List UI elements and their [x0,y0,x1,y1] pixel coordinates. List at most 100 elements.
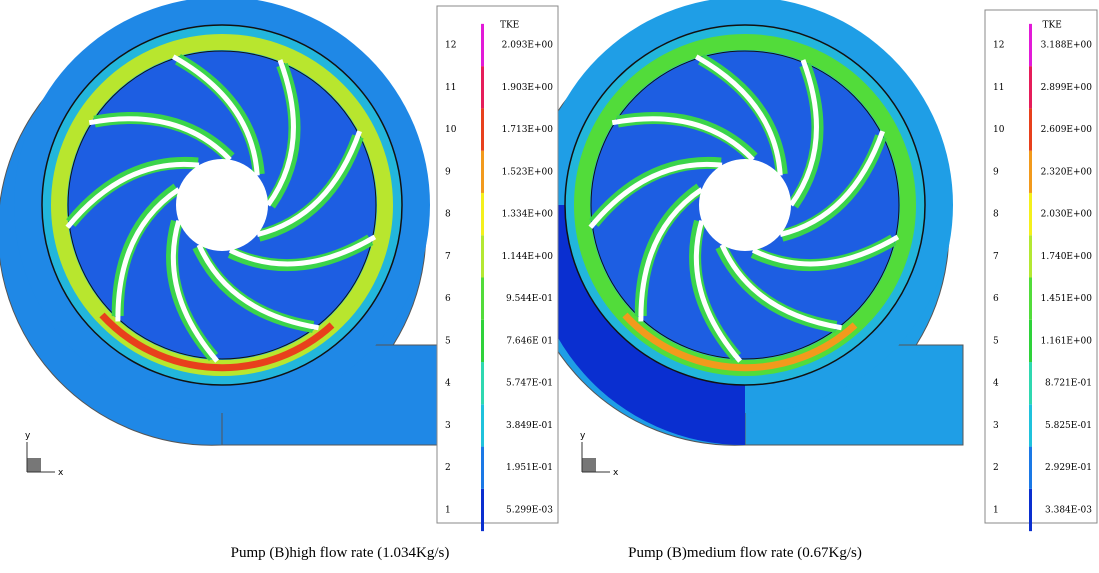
blade-group [65,156,200,229]
legend-level: 10 [993,125,1005,135]
legend-level: 1 [993,506,999,516]
legend-swatch [1029,446,1032,489]
legend-swatch [481,446,484,489]
blade-group [256,130,364,242]
legend-value: 1.334E+00 [502,210,554,220]
legend-level: 10 [445,125,457,135]
blade-group [192,243,319,333]
legend-value: 5.747E-01 [506,379,553,389]
legend-swatch [481,488,484,532]
legend-value: 1.903E+00 [502,83,554,93]
legend-value: 1.951E-01 [506,463,553,473]
legend-level: 12 [993,41,1004,51]
blade [65,161,200,229]
blade [611,116,755,162]
hot-spot [99,312,335,372]
legend-level: 3 [993,421,999,431]
blade-group [166,219,219,363]
legend-level: 2 [445,463,451,473]
caption: Pump (B)medium flow rate (0.67Kg/s) [628,545,862,561]
blade-group [689,219,742,363]
legend-value: 1.144E+00 [502,252,554,262]
legend-level: 5 [993,336,999,346]
legend-swatch [1029,150,1032,193]
legend-value: 1.740E+00 [1041,252,1093,262]
legend-swatch [1029,192,1032,236]
blade [88,116,232,162]
legend-swatch [1029,235,1032,278]
axis-cube [27,458,41,472]
legend-swatch [1029,277,1032,320]
legend-swatch [481,150,484,193]
legend-value: 2.093E+00 [502,41,554,51]
caption: Pump (B)high flow rate (1.034Kg/s) [231,545,450,561]
axis-label: x [613,468,619,478]
legend-level: 4 [993,379,999,389]
legend-value: 1.161E+00 [1041,336,1093,346]
legend-swatch [1029,108,1032,151]
blade [196,243,319,331]
blade-group [88,111,235,163]
legend-level: 9 [445,167,451,177]
axis-label: x [58,468,64,478]
blade [719,243,842,331]
legend-swatch [481,23,484,67]
blade-group [588,156,723,229]
legend-value: 1.523E+00 [502,167,554,177]
legend-swatch [1029,362,1032,405]
blade-group [779,130,887,242]
legend-level: 12 [445,41,456,51]
legend-level: 5 [445,336,451,346]
blade [170,220,219,363]
blade [693,220,742,363]
legend-level: 3 [445,421,451,431]
legend-value: 9.544E-01 [506,294,553,304]
legend-level: 7 [993,252,999,262]
legend-swatch [1029,23,1032,67]
legend-swatch [481,362,484,405]
legend-swatch [481,319,484,363]
legend-level: 6 [993,294,999,304]
legend-level: 2 [993,463,999,473]
legend-level: 7 [445,252,451,262]
axis-label: y [25,431,31,441]
legend-value: 2.899E+00 [1041,83,1093,93]
blade [751,234,900,267]
legend-swatch [1029,319,1032,363]
legend-level: 9 [993,167,999,177]
legend-swatch [1029,66,1032,109]
legend-value: 3.188E+00 [1041,41,1093,51]
legend-level: 11 [993,83,1004,93]
legend-box [984,9,1098,524]
legend-swatch [481,108,484,151]
blade [265,59,296,207]
blade [788,59,819,207]
legend-value: 1.451E+00 [1041,294,1093,304]
legend-title: TKE [500,21,519,31]
axis-cube [582,458,596,472]
legend-level: 8 [993,210,999,220]
legend-value: 5.825E-01 [1045,421,1092,431]
blade [256,130,362,237]
legend-level: 6 [445,294,451,304]
blade-group [694,53,788,176]
blade [228,234,377,267]
blade [171,54,260,176]
legend-value: 2.609E+00 [1041,125,1093,135]
blade-group [265,59,301,209]
blade [638,187,704,322]
legend-value: 7.646E 01 [506,336,553,346]
blade-group [171,53,265,176]
legend-value: 3.849E-01 [506,421,553,431]
legend-swatch [481,277,484,320]
blade [588,161,723,229]
legend-level: 1 [445,506,451,516]
legend-value: 1.713E+00 [502,125,554,135]
axis-label: y [580,431,586,441]
legend-swatch [1029,404,1032,447]
blade [694,54,783,176]
legend-level: 8 [445,210,451,220]
legend-value: 8.721E-01 [1045,379,1092,389]
blade-group [634,183,704,322]
